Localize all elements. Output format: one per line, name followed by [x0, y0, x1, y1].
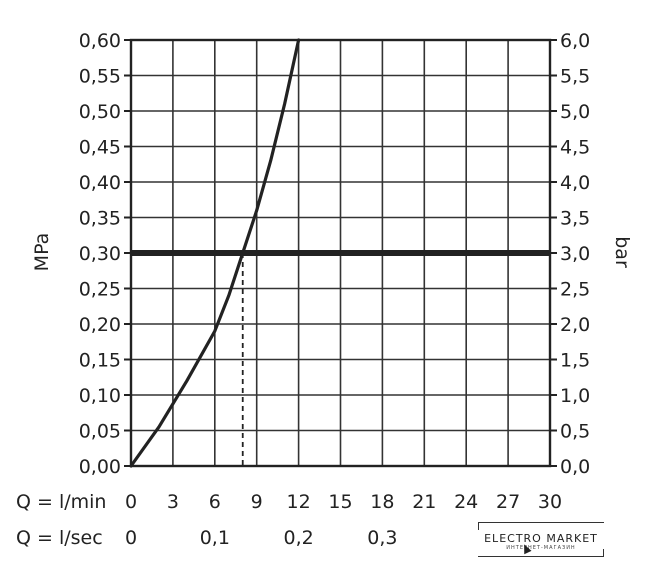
x-lmin-tick-labels: 0 3 6 9 12 15 18 21 24 27 30	[125, 491, 562, 513]
x-lmin-tick-label: 6	[209, 491, 221, 513]
y-left-tick-label: 0,05	[79, 421, 121, 443]
watermark-left-tick	[478, 522, 479, 530]
y-right-tick-label: 4,5	[560, 137, 590, 159]
y-left-axis-title: MPa	[31, 233, 53, 272]
y-left-tick-label: 0,10	[79, 385, 121, 407]
x-lmin-tick-label: 27	[496, 491, 520, 513]
x-lsec-tick-label: 0,1	[200, 527, 230, 549]
y-right-tick-label: 1,5	[560, 350, 590, 372]
y-right-tick-label: 5,0	[560, 101, 590, 123]
watermark-logo: ELECTRO MARKET ИНТЕРНЕТ-МАГАЗИН	[478, 518, 604, 558]
x-lmin-tick-label: 0	[125, 491, 137, 513]
y-left-tick-label: 0,55	[79, 66, 121, 88]
y-left-tick-labels: 0,00 0,05 0,10 0,15 0,20 0,25 0,30 0,35 0,40 0,45…	[79, 30, 131, 478]
y-left-tick-label: 0,30	[79, 243, 121, 265]
y-right-tick-label: 3,5	[560, 208, 590, 230]
y-left-tick-label: 0,60	[79, 30, 121, 52]
series-curves	[129, 38, 301, 468]
y-right-tick-label: 3,0	[560, 243, 590, 265]
x-lsec-tick-label: 0,2	[283, 527, 313, 549]
y-right-tick-label: 1,0	[560, 385, 590, 407]
y-right-tick-labels: 0,0 0,5 1,0 1,5 2,0 2,5 3,0 3,5 4,0 4,5 5,0 5,5 6,0	[550, 30, 590, 478]
y-left-tick-label: 0,15	[79, 350, 121, 372]
watermark-bottom-line	[478, 556, 604, 557]
y-right-tick-label: 2,0	[560, 314, 590, 336]
x-lmin-tick-label: 24	[454, 491, 478, 513]
x-lsec-axis-title: Q = l/sec	[16, 527, 103, 549]
y-left-tick-label: 0,50	[79, 101, 121, 123]
y-left-tick-label: 0,25	[79, 279, 121, 301]
x-lmin-tick-label: 21	[412, 491, 436, 513]
y-right-tick-label: 4,0	[560, 172, 590, 194]
watermark-subtitle: ИНТЕРНЕТ-МАГАЗИН	[506, 545, 576, 551]
y-right-tick-label: 2,5	[560, 279, 590, 301]
x-lsec-tick-label: 0	[125, 527, 137, 549]
x-lmin-tick-label: 15	[328, 491, 352, 513]
y-right-tick-label: 6,0	[560, 30, 590, 52]
y-right-tick-label: 0,5	[560, 421, 590, 443]
watermark-top-line	[478, 522, 604, 523]
watermark-title: ELECTRO MARKET	[484, 532, 598, 545]
y-left-tick-label: 0,45	[79, 137, 121, 159]
reference-lines	[131, 250, 550, 466]
x-lsec-tick-labels: 0 0,1 0,2 0,3	[125, 527, 398, 549]
series-line	[129, 38, 301, 468]
x-lmin-tick-label: 3	[167, 491, 179, 513]
y-left-tick-label: 0,20	[79, 314, 121, 336]
x-lmin-tick-label: 12	[287, 491, 311, 513]
y-right-tick-label: 5,5	[560, 66, 590, 88]
x-lmin-tick-label: 9	[251, 491, 263, 513]
y-left-tick-label: 0,00	[79, 456, 121, 478]
y-left-tick-label: 0,35	[79, 208, 121, 230]
y-right-tick-label: 0,0	[560, 456, 590, 478]
x-lmin-tick-label: 18	[370, 491, 394, 513]
x-lmin-tick-label: 30	[538, 491, 562, 513]
watermark-right-tick	[603, 549, 604, 557]
x-lmin-axis-title: Q = l/min	[16, 491, 106, 513]
x-lsec-tick-label: 0,3	[367, 527, 397, 549]
y-left-tick-label: 0,40	[79, 172, 121, 194]
y-right-axis-title: bar	[611, 236, 633, 268]
